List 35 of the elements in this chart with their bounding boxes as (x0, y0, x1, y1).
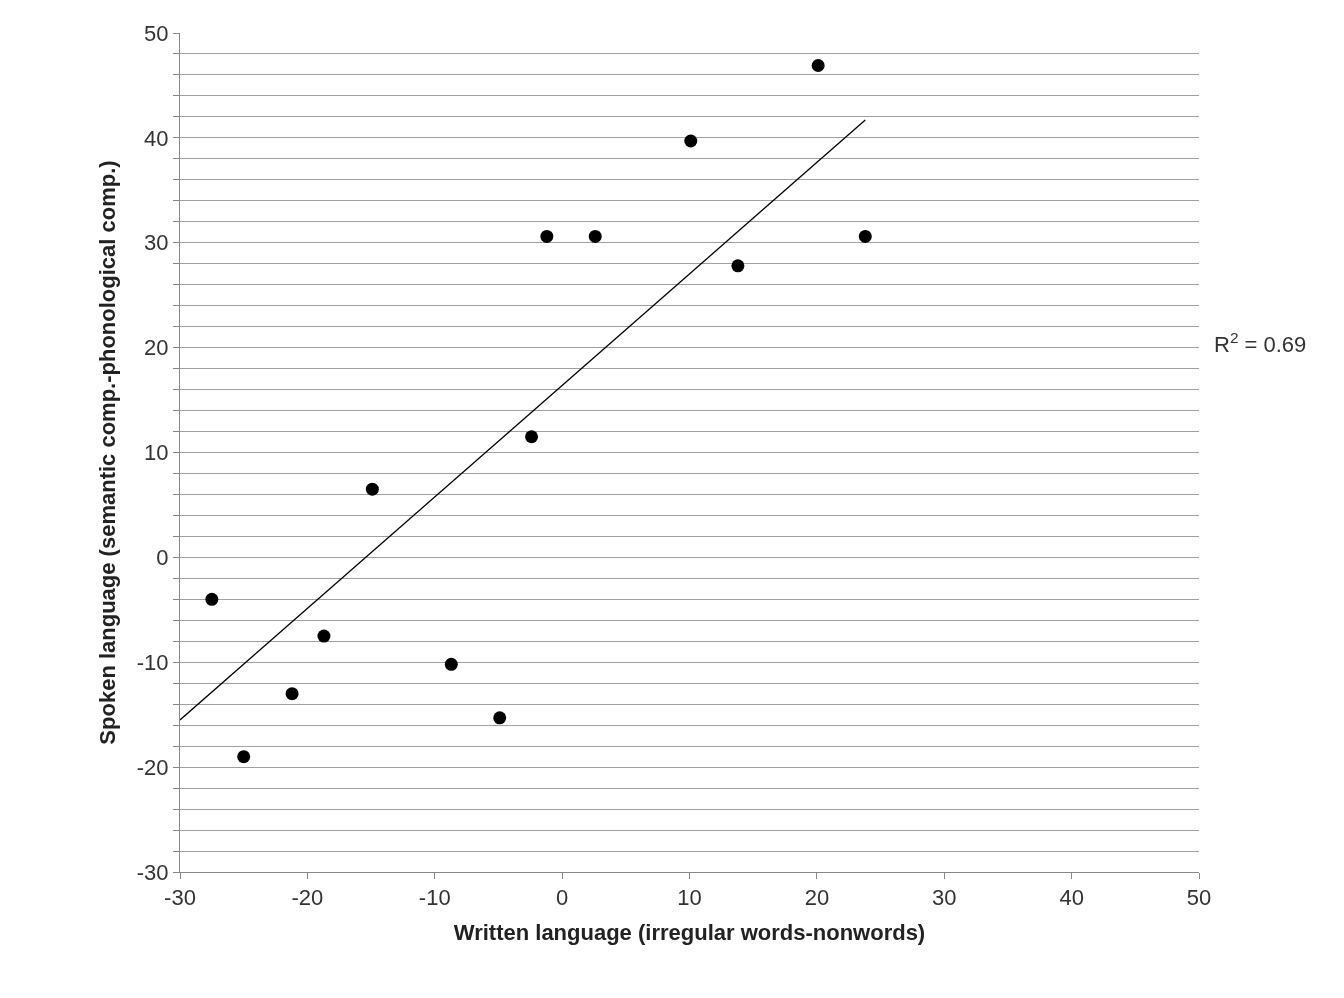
point (588, 229, 602, 243)
y-axis-title: Spoken language (semantic comp.-phonological comp.) (94, 160, 120, 745)
point (525, 430, 539, 444)
x-axis-title: Written language (irregular words-nonwords) (453, 920, 926, 946)
point (205, 592, 219, 606)
point (317, 629, 331, 643)
y-tick-label: 20 (144, 335, 169, 361)
point (811, 59, 825, 72)
x-tick-label: -10 (418, 885, 451, 911)
y-tick-label: 40 (144, 125, 169, 151)
x-tick-label: 10 (677, 885, 702, 911)
point (731, 259, 745, 273)
y-tick-label: 10 (144, 440, 169, 466)
text: R$^{2}$ = 0.69 (1214, 329, 1307, 358)
point (365, 482, 379, 496)
point (540, 229, 554, 243)
point (237, 750, 251, 764)
point (684, 134, 698, 148)
x-tick-label: 40 (1059, 885, 1084, 911)
x-tick-label: -30 (164, 885, 196, 911)
point (858, 229, 872, 243)
y-tick-label: 50 (144, 20, 169, 46)
y-tick-label: -30 (136, 859, 169, 885)
x-tick-label: 20 (804, 885, 830, 911)
point (444, 657, 458, 671)
x-tick-label: 0 (556, 885, 569, 911)
x-tick-label: 30 (932, 885, 957, 911)
y-tick-label: 30 (144, 230, 169, 256)
x-tick-label: -20 (291, 885, 324, 911)
y-tick-label: 0 (156, 545, 169, 571)
y-tick-label: -10 (136, 649, 169, 675)
x-tick-label: 50 (1186, 885, 1212, 911)
y-tick-label: -20 (136, 754, 169, 780)
point (493, 711, 507, 725)
point (285, 687, 299, 701)
